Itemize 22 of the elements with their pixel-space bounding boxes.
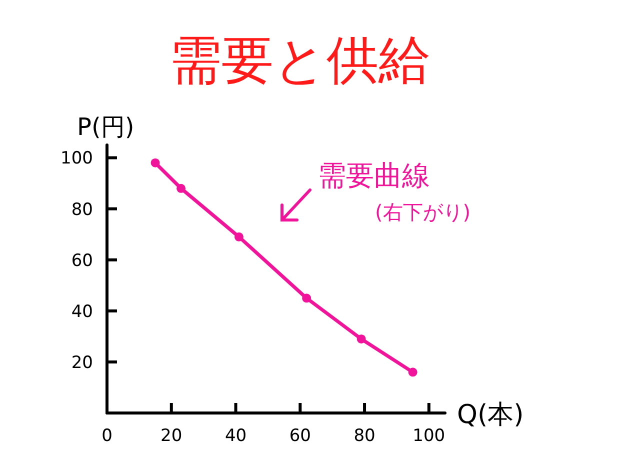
annotation: 需要曲線 [318,159,430,192]
point [150,158,160,168]
y-axis-title: P(円) [77,113,134,141]
point [302,294,312,303]
chart-title: 需要と供給 [170,31,430,91]
y-tick-label: 20 [71,352,93,373]
x-axis-title: Q(本) [457,400,524,430]
point [234,232,244,242]
y-tick-label: 80 [71,200,93,220]
annotation: (右下がり) [375,200,471,224]
y-tick-label: 40 [71,302,93,322]
x-tick-label: 100 [412,426,446,446]
point [356,334,366,344]
y-tick-label: 60 [71,250,93,271]
x-tick-label: 0 [102,426,112,446]
x-tick-label: 40 [224,426,247,446]
point [176,184,186,193]
x-tick-label: 60 [289,426,311,446]
x-tick-label: 20 [160,426,182,446]
x-tick-label: 80 [354,426,376,446]
point [408,368,418,377]
y-tick-label: 100 [60,148,93,169]
